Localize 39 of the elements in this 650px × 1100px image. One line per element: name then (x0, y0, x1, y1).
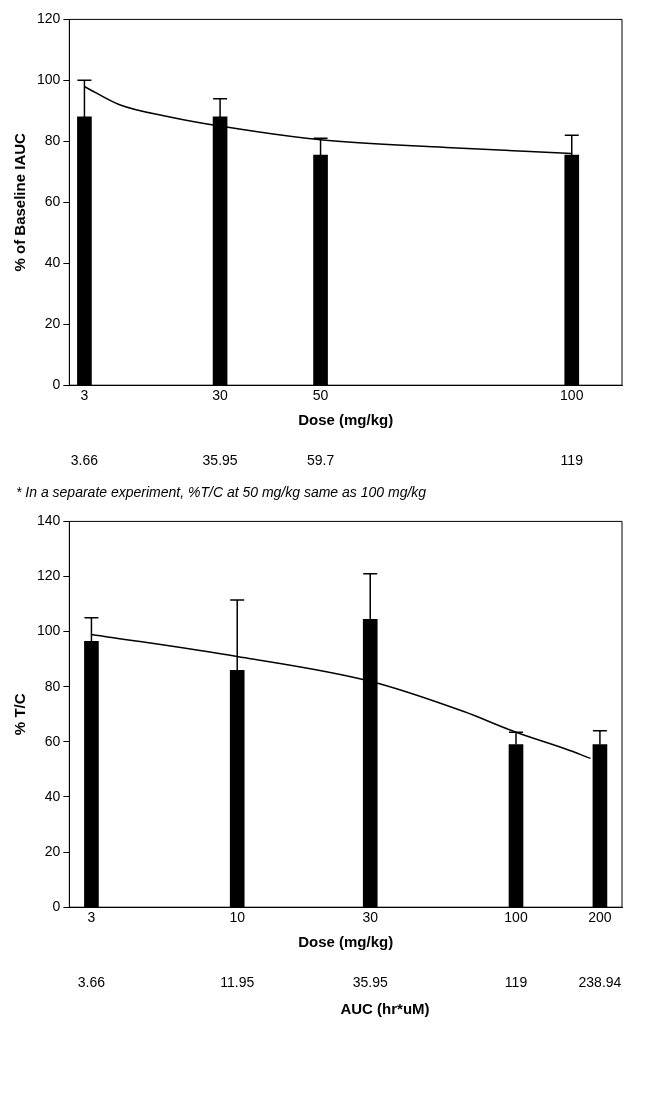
y-tick-label: 0 (52, 376, 61, 393)
x-tick-label: 100 (504, 909, 528, 926)
y-tick-label: 140 (37, 512, 61, 529)
y-tick-label: 20 (44, 315, 61, 332)
x-tick-label: 200 (588, 909, 612, 926)
x-tick-label: 3 (80, 387, 89, 404)
x-tick-label: 50 (312, 387, 329, 404)
x-tick-label: 30 (212, 387, 229, 404)
text: 3.66 (70, 451, 99, 468)
text: * In a separate experiment, %T/C at 50 mg/kg same as 100 mg/kg (16, 484, 428, 500)
y-tick-label: 80 (44, 677, 61, 694)
text: 35.95 (352, 973, 388, 990)
x-axis-title: Dose (mg/kg) (298, 411, 394, 429)
x2-axis-title: AUC (hr*uM) (339, 1000, 431, 1017)
text: 11.95 (220, 973, 255, 990)
y-tick-label: 60 (44, 732, 61, 749)
y-tick-label: 100 (37, 622, 61, 639)
x-tick-label: 10 (229, 909, 246, 926)
y-tick-label: 20 (44, 842, 61, 859)
text: 119 (560, 451, 584, 468)
y-axis-title: % T/C (11, 693, 29, 736)
x-tick-label: 100 (560, 387, 584, 404)
text: 35.95 (202, 451, 238, 468)
y-axis-title: % of Baseline IAUC (11, 132, 29, 272)
y-tick-label: 0 (52, 898, 61, 915)
text: 238.94 (578, 973, 622, 990)
text: 59.7 (306, 451, 335, 468)
y-tick-label: 40 (44, 254, 61, 271)
y-tick-label: 120 (37, 10, 61, 27)
text: 3.66 (77, 973, 106, 990)
x-tick-label: 3 (87, 909, 96, 926)
text: 119 (504, 973, 528, 990)
x-tick-label: 30 (362, 909, 379, 926)
x-axis-title: Dose (mg/kg) (298, 933, 394, 951)
y-tick-label: 80 (44, 132, 61, 149)
y-tick-label: 60 (44, 193, 61, 210)
y-tick-label: 100 (37, 71, 61, 88)
y-tick-label: 120 (37, 567, 61, 584)
y-tick-label: 40 (44, 787, 61, 804)
